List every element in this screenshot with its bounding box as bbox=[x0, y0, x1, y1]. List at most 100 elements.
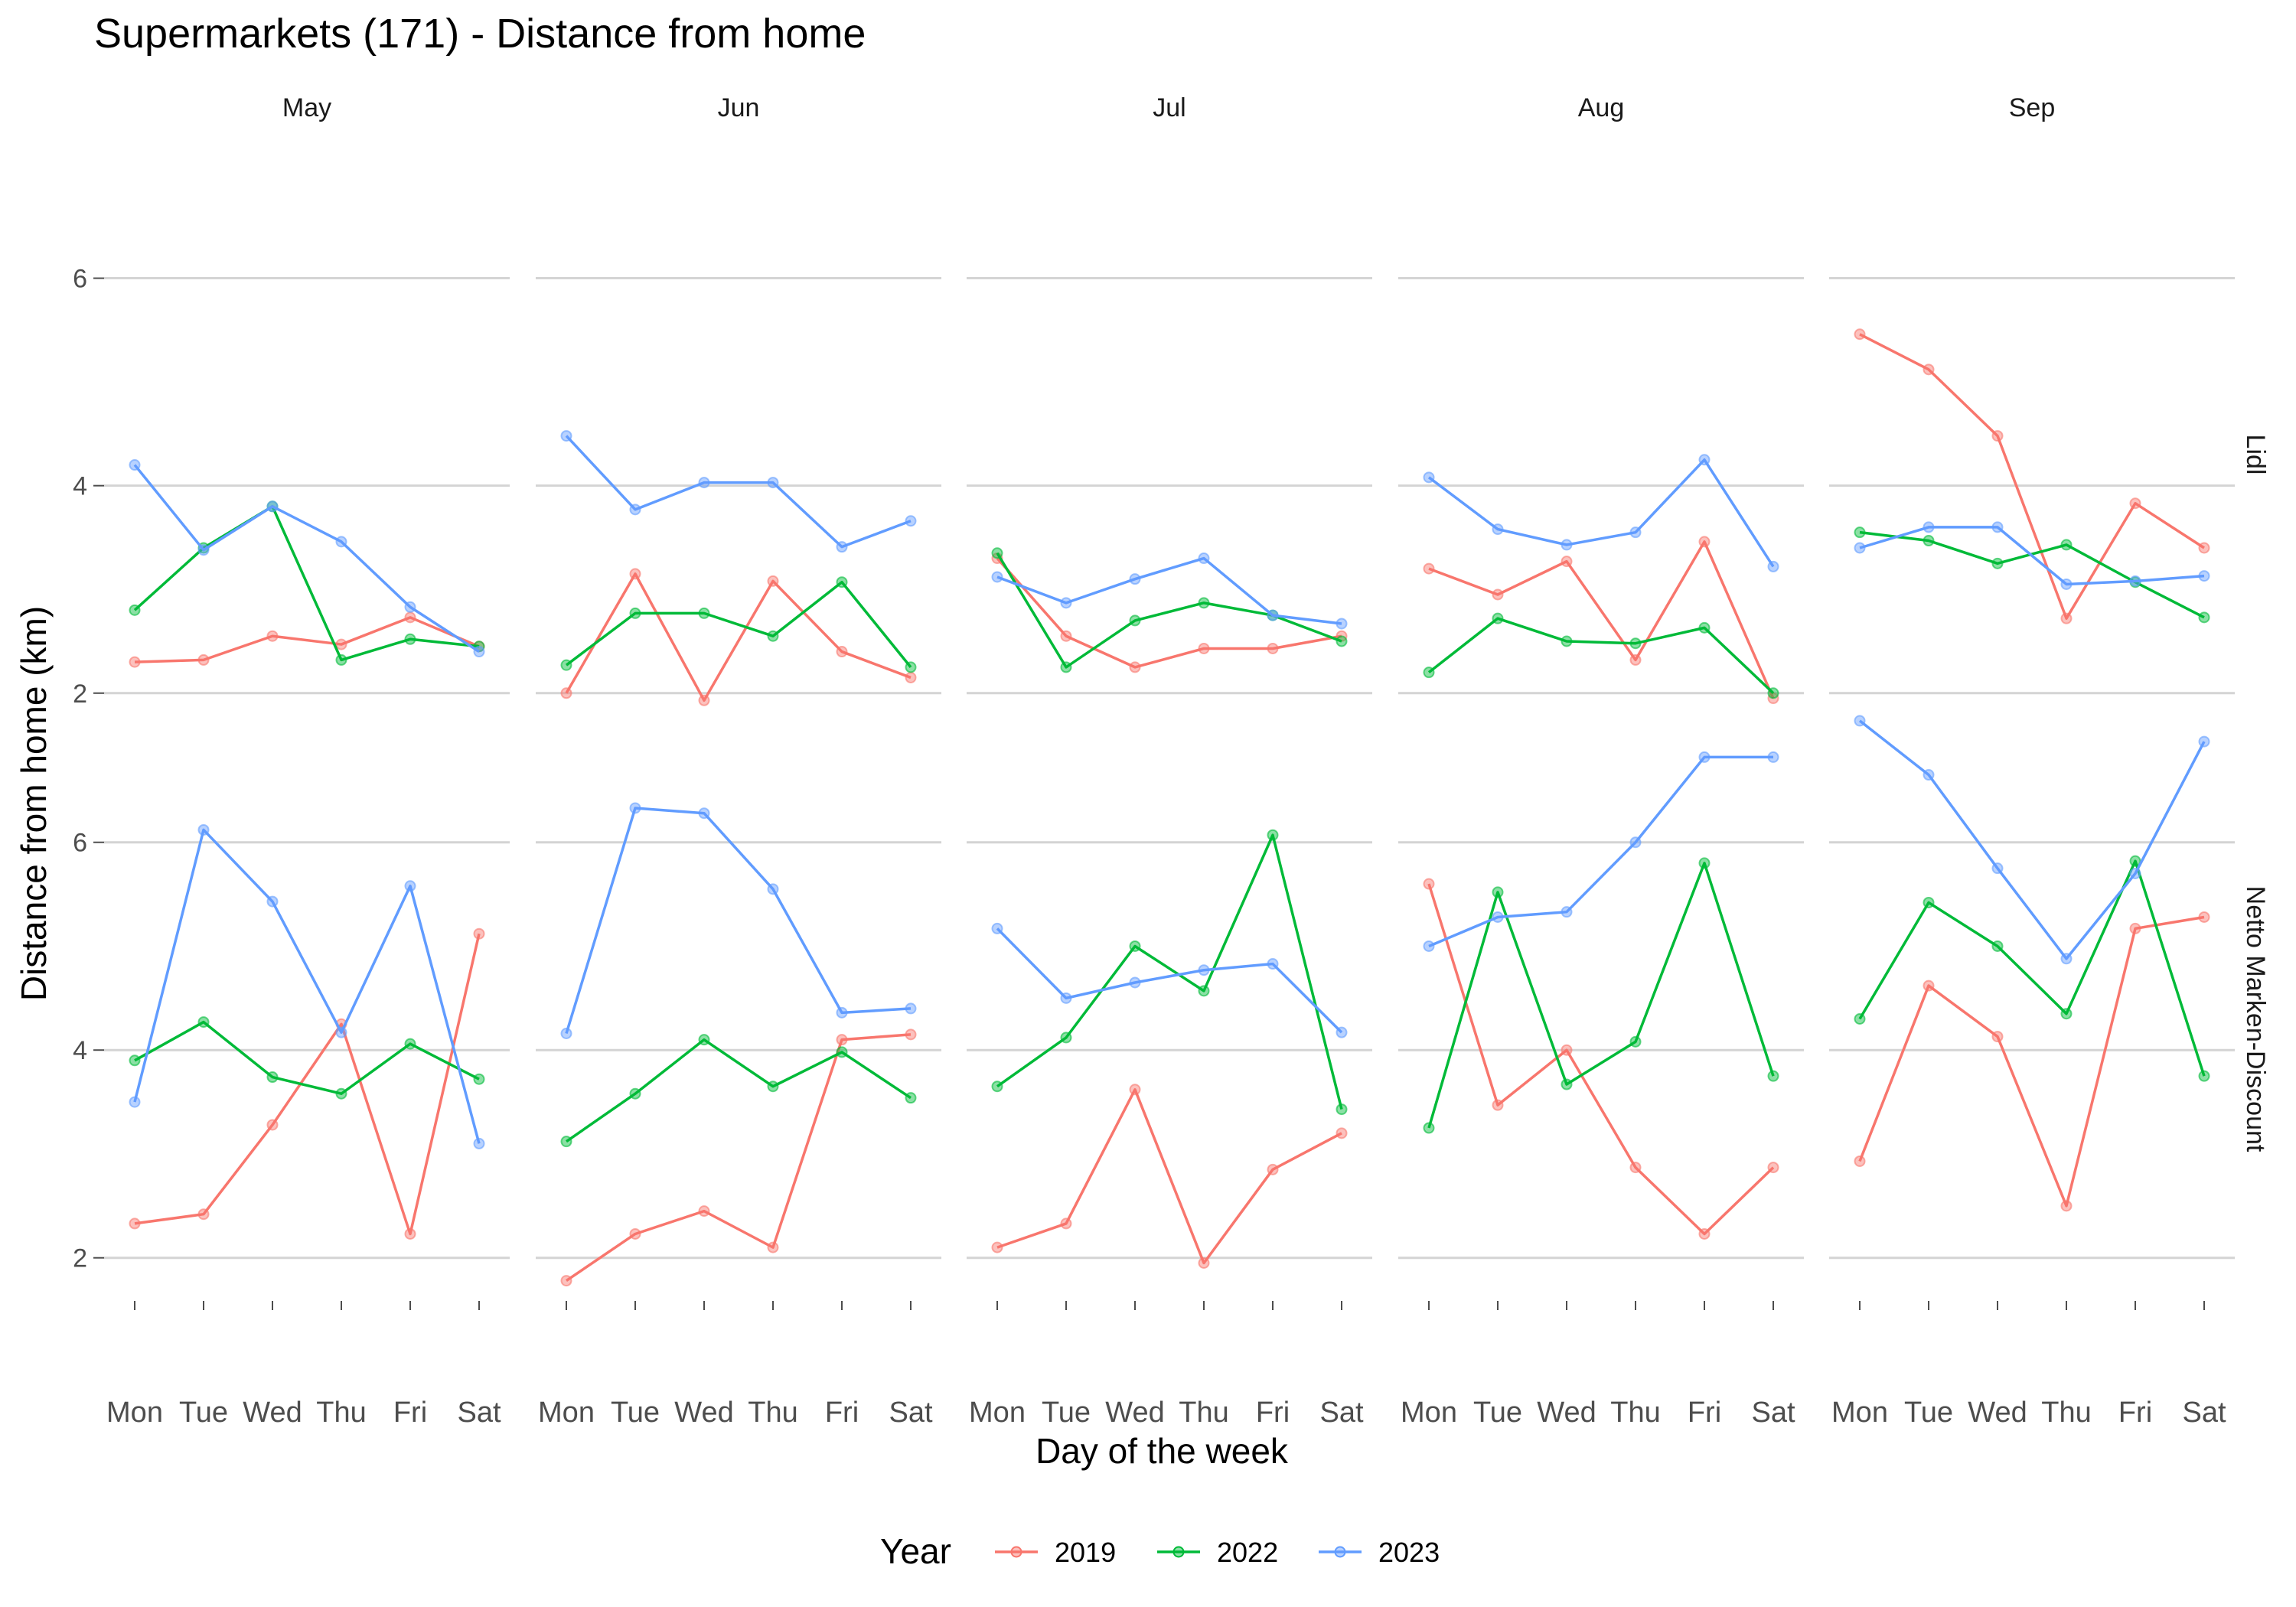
data-point-2022 bbox=[905, 661, 917, 673]
data-point-2019 bbox=[266, 1119, 279, 1131]
data-point-2022 bbox=[560, 1136, 572, 1148]
x-tick-label: Fri bbox=[393, 1397, 427, 1429]
data-point-2022 bbox=[1198, 597, 1210, 609]
series-line-2019 bbox=[996, 557, 1342, 669]
data-point-2023 bbox=[2198, 735, 2210, 748]
x-tick-label: Wed bbox=[243, 1397, 302, 1429]
x-tick-label: Wed bbox=[674, 1397, 733, 1429]
data-point-2019 bbox=[1698, 1227, 1711, 1240]
data-point-2023 bbox=[2060, 953, 2073, 965]
x-tick-label: Thu bbox=[1610, 1397, 1660, 1429]
data-point-2022 bbox=[1060, 661, 1072, 673]
data-point-2023 bbox=[836, 541, 848, 553]
data-point-2022 bbox=[335, 654, 347, 666]
data-point-2023 bbox=[629, 504, 641, 516]
y-tick-label: 4 bbox=[73, 472, 87, 501]
data-point-2019 bbox=[836, 646, 848, 658]
data-point-2022 bbox=[1267, 829, 1279, 841]
data-point-2022 bbox=[1698, 857, 1711, 869]
data-point-2022 bbox=[1492, 886, 1504, 898]
chart-title: Supermarkets (171) - Distance from home bbox=[94, 11, 866, 57]
data-point-2022 bbox=[698, 607, 710, 619]
legend: Year 2019 2022 2023 bbox=[880, 1531, 1440, 1571]
x-tick-label: Mon bbox=[969, 1397, 1026, 1429]
data-point-2019 bbox=[698, 1205, 710, 1217]
data-point-2019 bbox=[629, 568, 641, 580]
y-tick-label: 2 bbox=[73, 1244, 87, 1273]
data-point-2023 bbox=[129, 1096, 141, 1108]
data-point-2019 bbox=[2129, 922, 2141, 934]
data-point-2019 bbox=[2198, 542, 2210, 554]
data-point-2023 bbox=[905, 515, 917, 527]
legend-key-point-2019 bbox=[1010, 1546, 1022, 1558]
x-tick-label: Tue bbox=[611, 1397, 660, 1429]
data-point-2023 bbox=[1423, 471, 1435, 484]
data-point-2023 bbox=[335, 536, 347, 548]
data-point-2019 bbox=[1698, 536, 1711, 548]
data-point-2022 bbox=[1854, 1013, 1866, 1025]
data-point-2023 bbox=[1561, 906, 1573, 918]
series-line-2022 bbox=[1427, 617, 1775, 695]
data-point-2019 bbox=[473, 927, 485, 940]
x-tick-label: Thu bbox=[748, 1397, 797, 1429]
data-point-2023 bbox=[767, 883, 779, 895]
data-point-2023 bbox=[1767, 751, 1779, 763]
data-point-2022 bbox=[836, 576, 848, 588]
x-tick-label: Sat bbox=[2182, 1397, 2226, 1429]
data-point-2023 bbox=[1267, 609, 1279, 621]
data-point-2022 bbox=[1991, 940, 2004, 952]
series-line-2022 bbox=[996, 552, 1342, 669]
data-point-2023 bbox=[473, 1137, 485, 1149]
data-point-2023 bbox=[473, 646, 485, 658]
legend-label-2019: 2019 bbox=[1055, 1537, 1116, 1568]
x-tick-label: Thu bbox=[2041, 1397, 2091, 1429]
x-tick-label: Fri bbox=[825, 1397, 859, 1429]
x-tick-label: Thu bbox=[1179, 1397, 1228, 1429]
strip-label-lidl: Lidl bbox=[2241, 435, 2270, 475]
series-line-2023 bbox=[1858, 719, 2206, 960]
data-point-2023 bbox=[560, 1028, 572, 1040]
data-point-2023 bbox=[1336, 618, 1348, 630]
x-tick-label: Fri bbox=[1688, 1397, 1721, 1429]
series-line-2019 bbox=[134, 933, 481, 1236]
data-point-2019 bbox=[1267, 1163, 1279, 1175]
series-line-2023 bbox=[133, 828, 481, 1144]
data-point-2022 bbox=[404, 1038, 416, 1050]
data-point-2019 bbox=[767, 1241, 779, 1253]
data-point-2022 bbox=[1991, 557, 2004, 569]
data-point-2022 bbox=[1129, 940, 1141, 952]
data-point-2022 bbox=[836, 1046, 848, 1058]
strip-label-sep: Sep bbox=[2009, 93, 2056, 122]
data-point-2022 bbox=[1854, 526, 1866, 539]
series-line-2022 bbox=[1858, 859, 2206, 1077]
data-point-2022 bbox=[1767, 687, 1779, 699]
data-point-2023 bbox=[2060, 578, 2073, 590]
x-tick-label: Tue bbox=[1042, 1397, 1091, 1429]
strip-label-aug: Aug bbox=[1578, 93, 1625, 122]
data-point-2019 bbox=[1267, 642, 1279, 654]
data-point-2019 bbox=[1767, 1162, 1779, 1174]
data-point-2019 bbox=[1492, 1099, 1504, 1111]
data-point-2023 bbox=[1767, 560, 1779, 572]
series-line-2023 bbox=[1427, 458, 1775, 568]
data-point-2023 bbox=[629, 802, 641, 814]
series-line-2022 bbox=[134, 1020, 480, 1095]
data-point-2022 bbox=[1561, 635, 1573, 647]
data-point-2019 bbox=[1060, 1217, 1072, 1230]
series-line-2022 bbox=[996, 833, 1343, 1110]
data-point-2022 bbox=[1129, 614, 1141, 627]
x-tick-label: Fri bbox=[1256, 1397, 1290, 1429]
data-point-2022 bbox=[767, 630, 779, 642]
data-point-2019 bbox=[1129, 1084, 1141, 1096]
series-line-2019 bbox=[1427, 883, 1775, 1236]
data-point-2022 bbox=[1060, 1032, 1072, 1044]
data-point-2019 bbox=[905, 1028, 917, 1041]
x-tick-label: Wed bbox=[1537, 1397, 1596, 1429]
series-line-2022 bbox=[1427, 862, 1775, 1129]
legend-label-2023: 2023 bbox=[1378, 1537, 1440, 1568]
data-point-2019 bbox=[1923, 980, 1935, 992]
data-point-2023 bbox=[698, 807, 710, 820]
data-point-2019 bbox=[1923, 363, 1935, 376]
data-point-2023 bbox=[1336, 1026, 1348, 1038]
